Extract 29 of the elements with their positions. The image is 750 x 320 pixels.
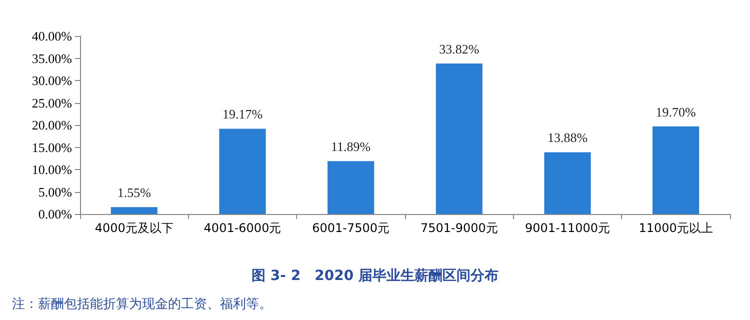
bar bbox=[219, 128, 266, 214]
y-tick-label: 15.00% bbox=[32, 140, 72, 155]
data-label: 33.82% bbox=[439, 42, 480, 56]
y-tick-label: 35.00% bbox=[32, 50, 72, 66]
bar bbox=[652, 126, 700, 214]
x-tick-label: 6001-7500元 bbox=[312, 221, 390, 235]
y-tick-label: 30.00% bbox=[32, 73, 72, 88]
data-label: 19.70% bbox=[656, 104, 696, 120]
y-tick-label: 20.00% bbox=[32, 118, 72, 132]
bar bbox=[544, 152, 591, 214]
x-tick-label: 4000元及以下 bbox=[94, 221, 174, 235]
data-label: 13.88% bbox=[547, 130, 588, 146]
data-label: 11.89% bbox=[331, 139, 371, 154]
y-tick-label: 10.00% bbox=[32, 162, 72, 177]
bar bbox=[436, 64, 482, 214]
data-label: 1.55% bbox=[117, 185, 152, 200]
text: 注：薪酬包括能折算为现金的工资、福利等。 bbox=[12, 297, 272, 312]
x-tick-label: 4001-6000元 bbox=[204, 221, 282, 235]
data-label: 19.17% bbox=[222, 106, 263, 122]
y-tick-label: 0.00% bbox=[38, 206, 72, 222]
bar bbox=[328, 161, 374, 214]
x-tick-label: 11000元以上 bbox=[638, 221, 713, 235]
text: 图 3- 2 2020 届毕业生薪酬区间分布 bbox=[252, 268, 498, 284]
y-tick-label: 25.00% bbox=[32, 95, 72, 110]
y-tick-label: 5.00% bbox=[38, 184, 72, 200]
x-tick-label: 9001-11000元 bbox=[524, 221, 610, 235]
x-tick-label: 7501-9000元 bbox=[420, 221, 498, 235]
bar bbox=[110, 207, 158, 214]
y-tick-label: 40.00% bbox=[32, 28, 72, 44]
